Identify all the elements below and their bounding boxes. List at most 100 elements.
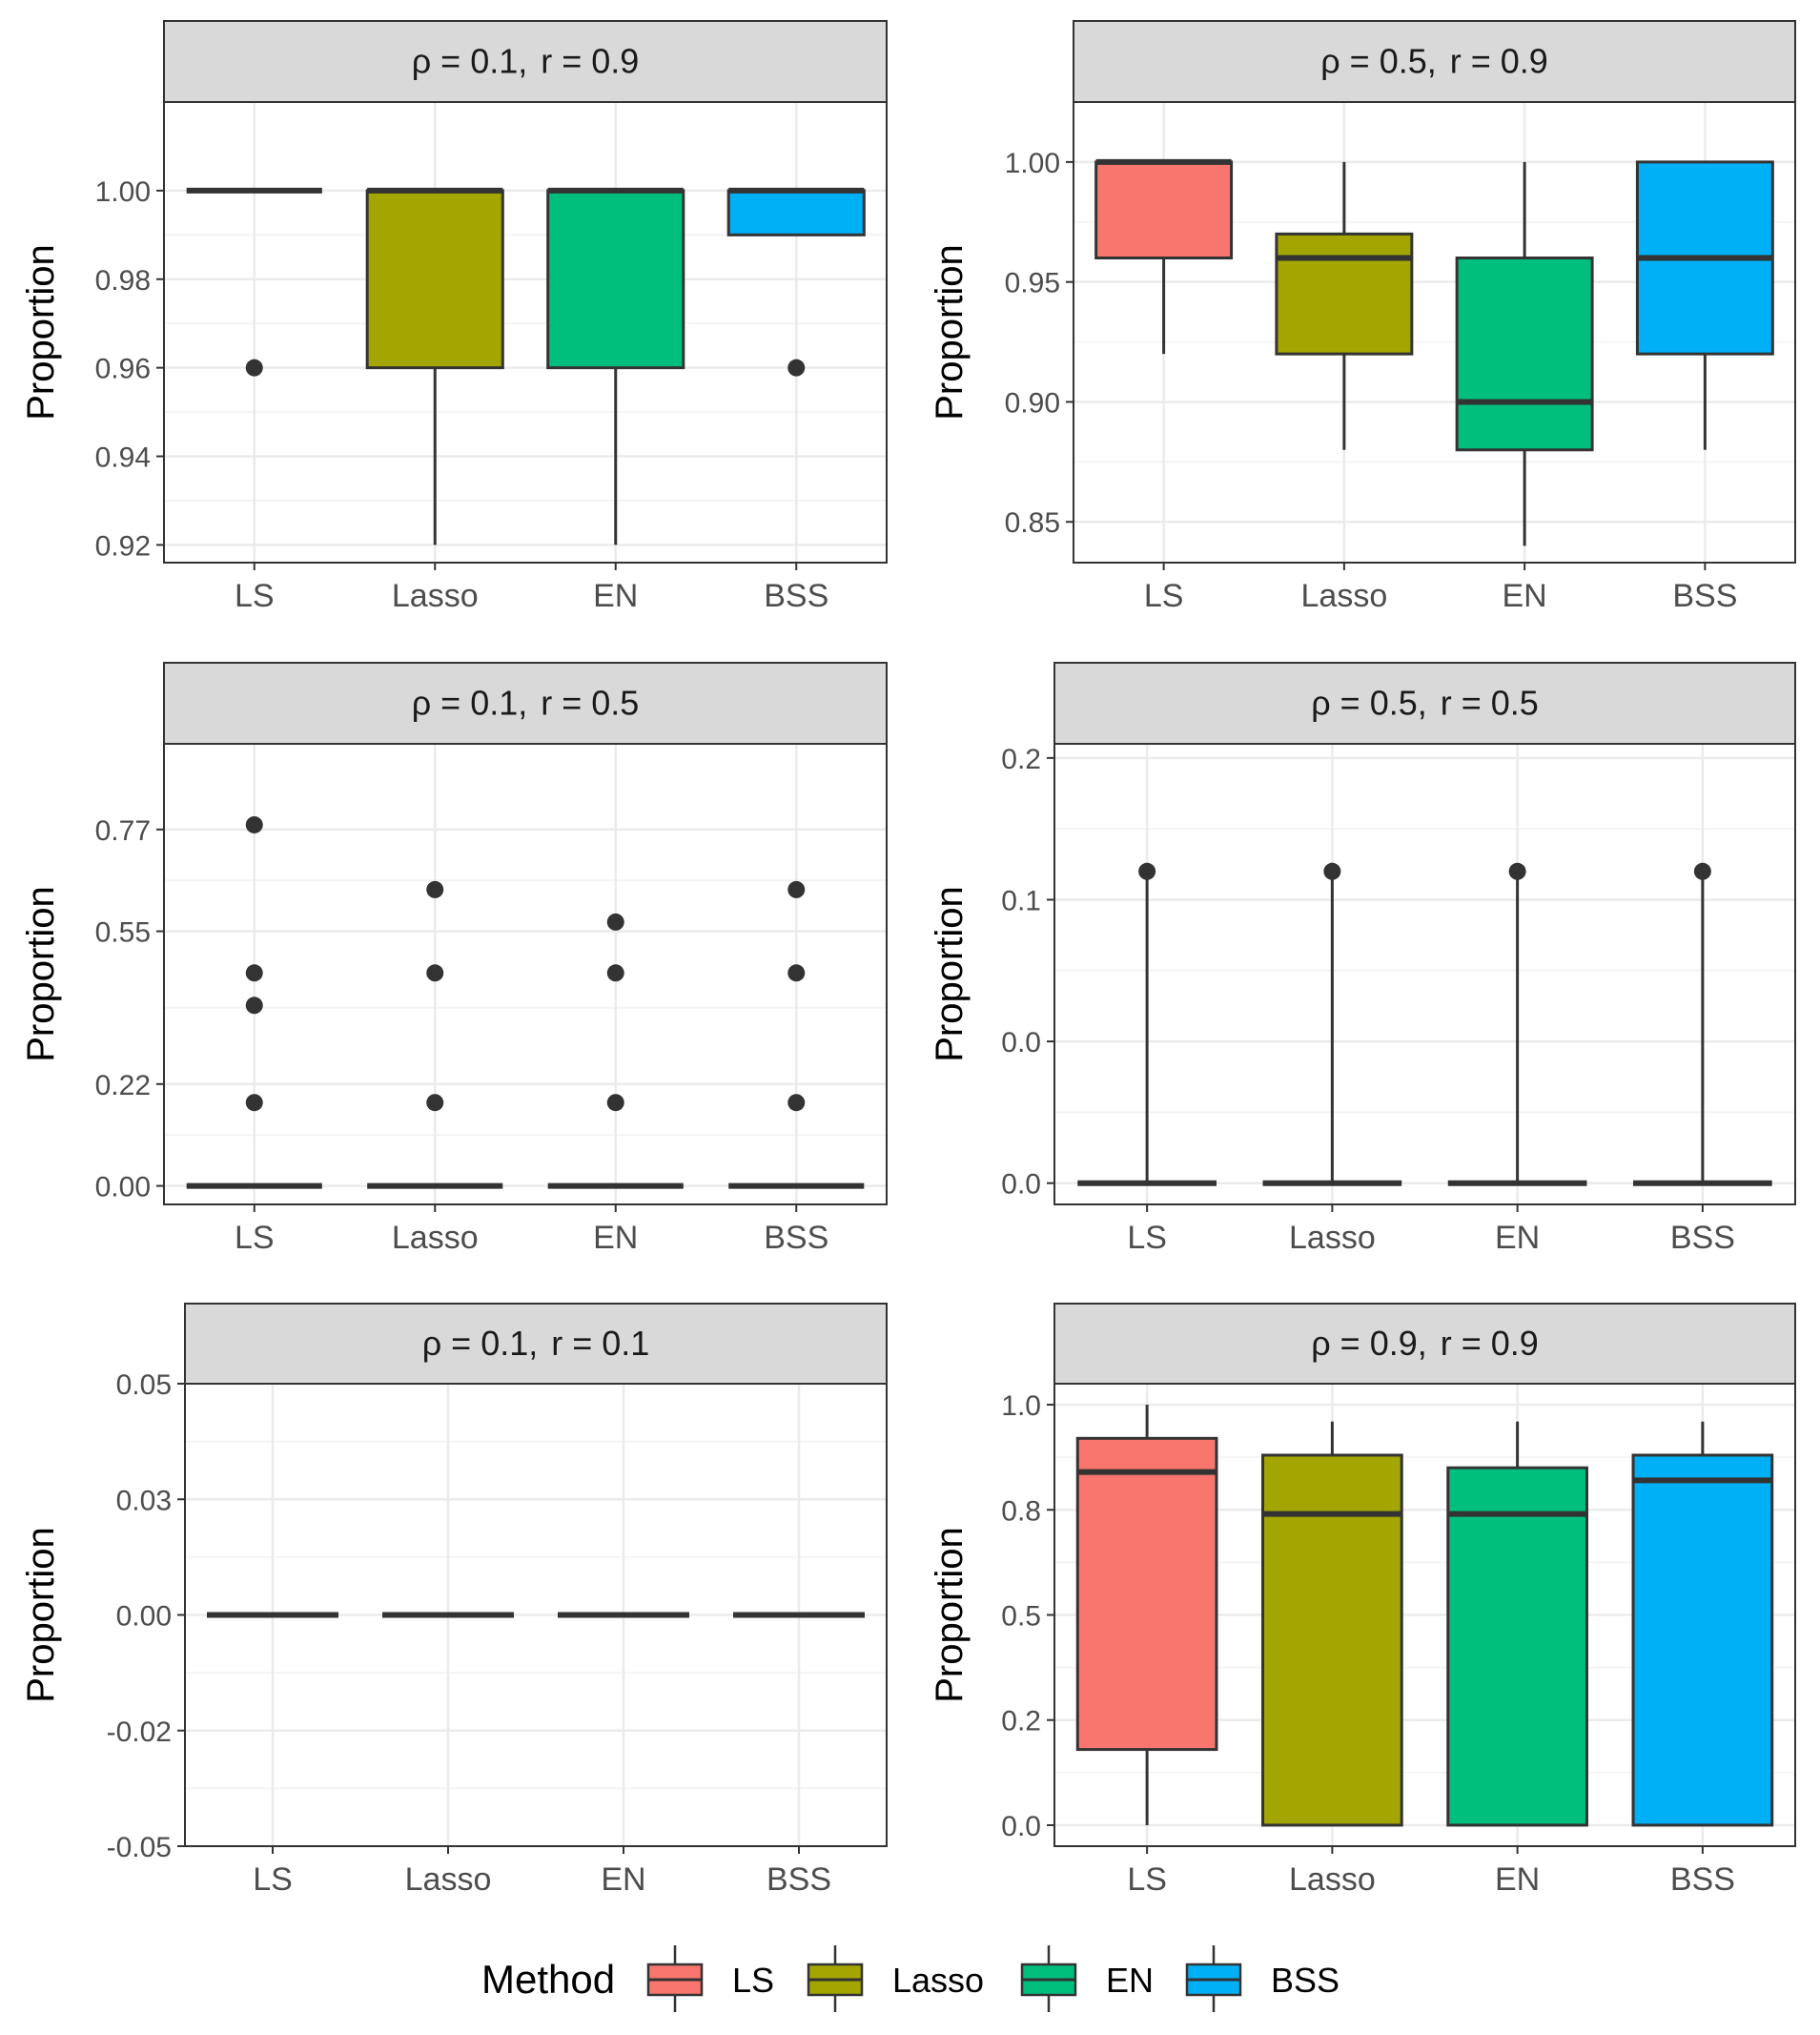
x-tick-label: LS [1127, 1861, 1167, 1898]
box-en [547, 913, 684, 1189]
x-tick-label: BSS [1670, 1220, 1735, 1256]
box-bss [726, 187, 866, 377]
outlier-point [787, 359, 806, 377]
strip-rho-value: = 0.1, [431, 42, 527, 81]
panel-2: ρ = 0.5, r = 0.9 0.85 0.90 0.95 1.00 LS Lasso EN… [929, 20, 1796, 614]
outlier-point [606, 964, 624, 982]
outlier-point [426, 964, 444, 982]
box-body [1631, 1453, 1774, 1827]
x-tick-label: Lasso [1301, 578, 1388, 614]
y-tick-label: 0.00 [95, 1172, 151, 1203]
panel-border [1073, 101, 1796, 564]
box-ls [186, 187, 322, 377]
strip-rho-value: = 0.5, [1331, 684, 1427, 723]
legend-item-ls: LS [646, 1945, 774, 2012]
panels: ρ = 0.1, r = 0.9 0.92 0.94 0.96 0.98 1.00 LS Las… [20, 20, 1796, 1898]
panel-background [164, 744, 887, 1204]
box-en [1447, 862, 1587, 1186]
strip-r-value: r = 0.9 [1441, 1324, 1539, 1363]
y-tick-label: 1.00 [95, 176, 151, 208]
strip-label: ρ = 0.1, r = 0.1 [422, 1324, 650, 1363]
box-lasso [365, 187, 504, 545]
x-tick-label: LS [235, 578, 275, 614]
box-en [1455, 161, 1594, 546]
box-body [546, 189, 685, 370]
strip-rho-symbol: ρ [412, 684, 431, 723]
y-tick-label: 0.77 [95, 815, 151, 847]
box-bss [1633, 862, 1772, 1186]
strip-rho-value: = 0.5, [1340, 42, 1437, 81]
strip-rho-value: = 0.1, [441, 1324, 538, 1363]
strip-label: ρ = 0.5, r = 0.9 [1320, 42, 1548, 81]
panel-background [1054, 744, 1795, 1204]
panel-border [184, 1383, 888, 1847]
panel-5: ρ = 0.1, r = 0.1 -0.05 -0.02 0.00 0.03 0.05 LS L… [20, 1303, 888, 1898]
panel-border [163, 743, 888, 1205]
box-ls [1077, 862, 1217, 1186]
box-ls [1075, 1405, 1218, 1825]
y-tick-label: 0.2 [1001, 1706, 1041, 1737]
y-tick-label: 0.0 [1001, 1169, 1041, 1201]
x-tick-label: EN [593, 1220, 638, 1256]
strip-rho-symbol: ρ [1311, 684, 1330, 723]
x-tick-label: BSS [767, 1861, 831, 1898]
strip-background [1053, 1303, 1796, 1385]
outlier-point [1508, 862, 1526, 880]
panel-background [164, 102, 887, 563]
legend-label: EN [1106, 1961, 1154, 2000]
y-tick-label: 0.90 [1005, 387, 1060, 419]
box-body [1261, 1453, 1403, 1827]
box-body [365, 189, 504, 370]
outlier-point [1138, 862, 1156, 880]
strip-label: ρ = 0.1, r = 0.9 [412, 42, 640, 81]
x-tick-label: EN [1503, 578, 1547, 614]
y-tick-label: 0.0 [1001, 1811, 1041, 1842]
x-tick-label: BSS [1670, 1861, 1735, 1898]
box-body [726, 189, 866, 236]
y-tick-label: 0.98 [95, 265, 151, 297]
y-tick-label: 0.05 [116, 1369, 172, 1401]
box-ls [186, 815, 322, 1189]
y-tick-label: 0.85 [1005, 507, 1060, 539]
panel-border [1053, 743, 1796, 1205]
panel-6: ρ = 0.9, r = 0.9 0.0 0.2 0.5 0.8 1.0 LS Lasso EN B… [929, 1303, 1796, 1898]
strip-r-value: r = 0.9 [1450, 42, 1548, 81]
outlier-point [426, 1094, 444, 1112]
outlier-point [606, 913, 624, 931]
y-tick-label: 0.5 [1001, 1601, 1041, 1633]
strip-background [163, 662, 888, 745]
x-tick-label: EN [593, 578, 638, 614]
legend-item-bss: BSS [1185, 1945, 1339, 2012]
panel-4: ρ = 0.5, r = 0.5 0.0 0.0 0.1 0.2 LS Lasso EN BSS P… [929, 662, 1796, 1256]
legend: Method LS Lasso EN BSS [481, 1945, 1339, 2012]
x-tick-label: Lasso [392, 1220, 479, 1256]
panel-3: ρ = 0.1, r = 0.5 0.00 0.22 0.55 0.77 LS Lasso EN… [20, 662, 888, 1256]
y-tick-label: -0.05 [107, 1832, 172, 1863]
box-lasso [367, 880, 503, 1189]
legend-item-lasso: Lasso [807, 1945, 984, 2012]
outlier-point [1693, 862, 1711, 880]
legend-label: Lasso [892, 1961, 984, 2000]
y-tick-label: 0.96 [95, 354, 151, 385]
panel-1: ρ = 0.1, r = 0.9 0.92 0.94 0.96 0.98 1.00 LS Las… [20, 20, 888, 614]
box-bss [728, 880, 865, 1189]
legend-label: LS [732, 1961, 774, 2000]
outlier-point [1323, 862, 1341, 880]
strip-r-value: r = 0.9 [541, 42, 639, 81]
x-tick-label: LS [1127, 1220, 1167, 1256]
outlier-point [245, 359, 263, 377]
box-ls [1094, 158, 1234, 355]
panel-border [1053, 1383, 1796, 1847]
strip-background [163, 20, 888, 103]
x-tick-label: EN [601, 1861, 645, 1898]
y-axis-title: Proportion [929, 886, 971, 1062]
strip-label: ρ = 0.9, r = 0.9 [1311, 1324, 1539, 1363]
legend-title: Method [481, 1957, 615, 2002]
x-tick-label: BSS [1672, 578, 1737, 614]
box-body [1075, 1436, 1218, 1752]
strip-background [1073, 20, 1796, 103]
outlier-point [787, 880, 806, 898]
strip-rho-symbol: ρ [1311, 1324, 1330, 1363]
outlier-point [245, 964, 263, 982]
outlier-point [787, 1094, 806, 1112]
